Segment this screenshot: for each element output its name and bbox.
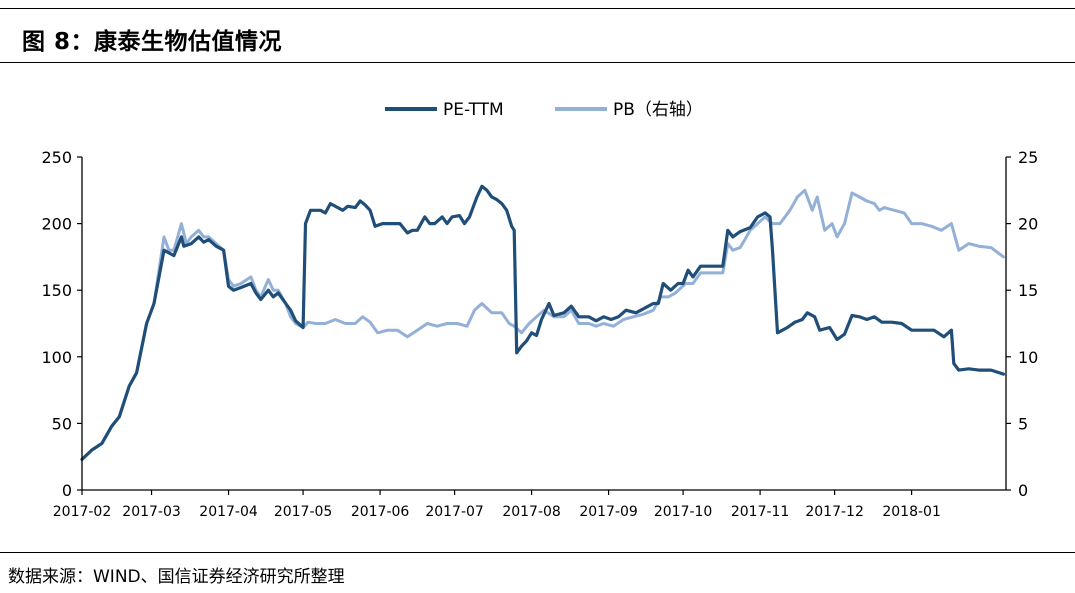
chart-legend: PE-TTM PB（右轴）: [385, 100, 703, 120]
x-tick-label: 2017-11: [731, 504, 790, 520]
series-line-pb: [80, 188, 1005, 461]
right-tick-label: 25: [1018, 148, 1038, 167]
right-tick-label: 5: [1018, 414, 1028, 433]
x-tick-label: 2017-04: [199, 504, 258, 520]
x-tick-label: 2017-10: [654, 504, 713, 520]
x-tick-label: 2017-03: [122, 504, 181, 520]
axes-layer: 0 50 100 150 200 250 0 5 10 15 20 25 2017-02 2017-03 2…: [41, 148, 1038, 520]
right-tick-label: 15: [1018, 281, 1038, 300]
x-tick-label: 2017-02: [53, 504, 112, 520]
right-tick-label: 0: [1018, 481, 1028, 500]
series-layer: [80, 184, 1006, 461]
x-tick-label: 2017-05: [274, 504, 333, 520]
figure-title: 图 8：康泰生物估值情况: [22, 29, 283, 55]
title-rule: [0, 62, 1075, 63]
right-tick-label: 20: [1018, 215, 1038, 234]
x-tick-label: 2017-08: [502, 504, 561, 520]
series-line-pe-ttm: [80, 184, 1006, 461]
x-tick-label: 2017-06: [351, 504, 410, 520]
x-tick-label: 2017-07: [425, 504, 484, 520]
data-source-note: 数据来源：WIND、国信证券经济研究所整理: [8, 567, 345, 587]
left-tick-label: 50: [52, 414, 72, 433]
top-rule: [0, 8, 1075, 9]
left-tick-label: 250: [41, 148, 72, 167]
right-tick-label: 10: [1018, 348, 1038, 367]
left-tick-label: 100: [41, 348, 72, 367]
left-tick-label: 150: [41, 281, 72, 300]
legend-label: PE-TTM: [443, 100, 504, 120]
x-tick-label: 2017-09: [579, 504, 638, 520]
left-tick-label: 0: [62, 481, 72, 500]
x-tick-label: 2017-12: [805, 504, 864, 520]
valuation-line-chart: PE-TTM PB（右轴） 0 50 100 150 200 250 0 5 10 15 20 25 20…: [41, 100, 1038, 520]
left-tick-label: 200: [41, 215, 72, 234]
source-rule: [0, 552, 1075, 553]
legend-label: PB（右轴）: [613, 100, 703, 120]
x-tick-label: 2018-01: [882, 504, 941, 520]
